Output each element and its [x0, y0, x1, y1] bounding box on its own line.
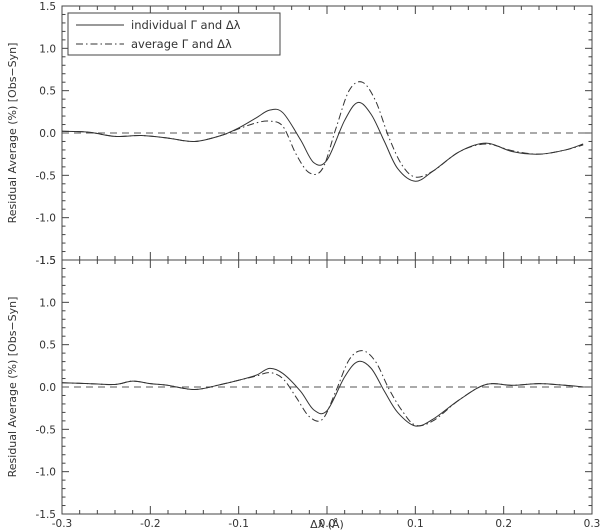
bottom-x-tick-label: -0.2 — [140, 518, 161, 530]
top-series-average-line — [61, 81, 584, 178]
bottom-x-tick-label: 0.2 — [495, 518, 512, 530]
top-panel: 1.5 1.0 0.5 0.0 -0.5 -1.0 -1.5 individual Γ an… — [6, 1, 593, 267]
legend-box — [67, 12, 281, 56]
top-y-tick-label: 1.0 — [39, 43, 56, 55]
legend-label-average: average Γ and Δλ — [131, 37, 232, 51]
bottom-panel: 1.51.00.50.0-0.5-1.0-1.5-0.3 -0.2 -0.1 0.0 0… — [6, 255, 600, 531]
bottom-series-average-line — [61, 350, 584, 427]
bottom-y-tick-label: -1.0 — [36, 467, 57, 479]
top-y-tick-label: 0.0 — [39, 128, 56, 140]
x-axis-title: Δλ (Å) — [310, 518, 344, 531]
top-y-tick-label: 1.5 — [39, 1, 56, 13]
bottom-y-tick-label: -0.5 — [36, 424, 57, 436]
top-y-tick-label: 0.5 — [39, 86, 56, 98]
bottom-x-tick-label: 0.3 — [584, 518, 600, 530]
bottom-panel-ticks: 1.51.00.50.0-0.5-1.0-1.5-0.3 -0.2 -0.1 0.0 0… — [36, 255, 600, 530]
top-y-tick-label: -1.0 — [36, 213, 57, 225]
bottom-series-individual-line — [61, 360, 584, 427]
bottom-y-tick-label: 1.5 — [39, 255, 56, 267]
bottom-x-tick-label: -0.1 — [228, 518, 249, 530]
top-panel-ticks: 1.5 1.0 0.5 0.0 -0.5 -1.0 -1.5 — [36, 1, 593, 267]
top-y-tick-label: -0.5 — [36, 170, 57, 182]
bottom-x-tick-label: 0.0 — [319, 518, 336, 530]
top-y-tick-label: -1.5 — [36, 255, 57, 267]
top-series-individual-line — [61, 101, 584, 182]
bottom-y-tick-label: -1.5 — [36, 509, 57, 521]
bottom-y-tick-label: 0.0 — [39, 382, 56, 394]
legend-label-individual: individual Γ and Δλ — [131, 18, 241, 32]
bottom-y-tick-label: 1.0 — [39, 297, 56, 309]
top-y-axis-title: Residual Average (%) [Obs−Syn] — [6, 43, 19, 224]
bottom-y-axis-title: Residual Average (%) [Obs−Syn] — [6, 297, 19, 478]
legend: individual Γ and Δλ average Γ and Δλ — [67, 12, 281, 56]
bottom-x-tick-label: 0.1 — [407, 518, 424, 530]
bottom-x-tick-label: -0.3 — [52, 518, 73, 530]
bottom-y-tick-label: 0.5 — [39, 340, 56, 352]
